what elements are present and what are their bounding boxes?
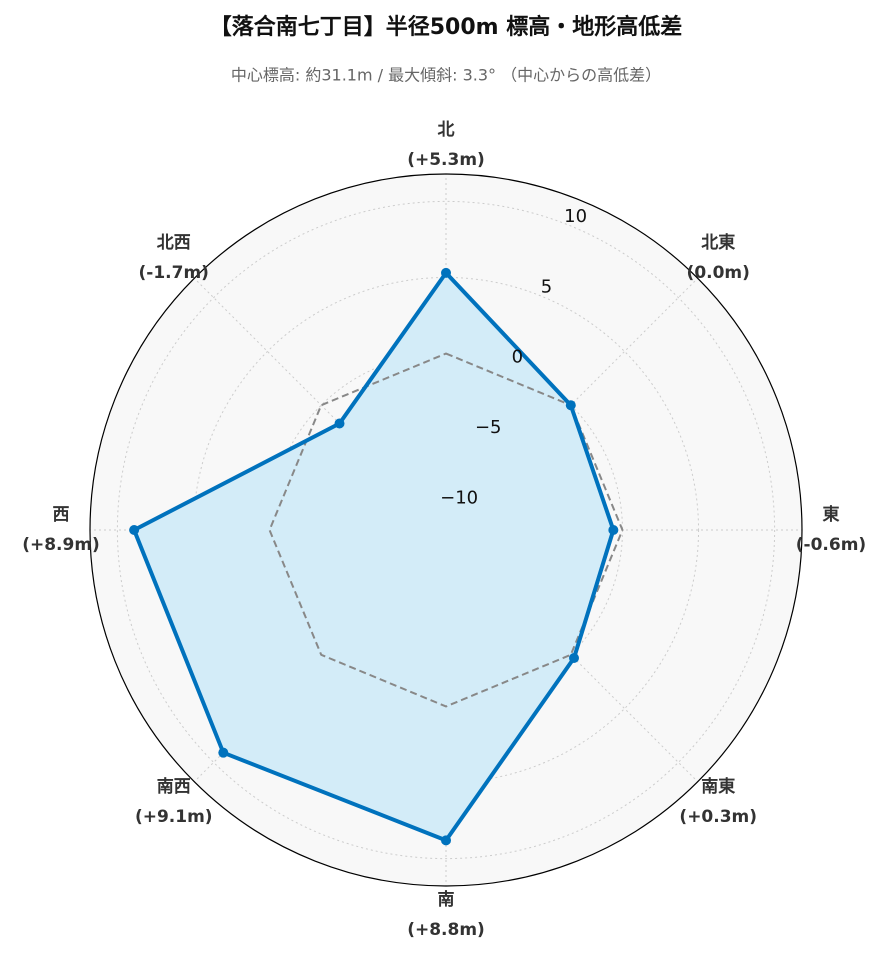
grid-spoke xyxy=(445,277,699,531)
point xyxy=(608,525,619,535)
point xyxy=(569,653,580,664)
reference-line xyxy=(268,352,624,708)
chart-title: 【落合南七丁目】半径500m 標高・地形高低差 xyxy=(210,14,683,40)
plot-border xyxy=(89,173,803,887)
value-label: (+0.3m) xyxy=(679,807,757,827)
value-label: (+9.1m) xyxy=(135,807,213,827)
point xyxy=(441,267,451,278)
chart-subtitle: 中心標高: 約31.1m / 最大傾斜: 3.3° （中心からの高低差） xyxy=(231,66,661,85)
point xyxy=(129,525,140,535)
value-label: (0.0m) xyxy=(687,263,750,283)
r-tick-label: −10 xyxy=(440,487,478,508)
category-label: 西 xyxy=(53,505,70,525)
r-tick-label: 10 xyxy=(564,206,587,227)
value-label: (+8.8m) xyxy=(407,920,485,940)
point xyxy=(334,418,345,429)
point xyxy=(565,400,576,411)
value-label: (+8.9m) xyxy=(22,535,100,555)
r-tick-label: 5 xyxy=(541,276,552,297)
grid-spoke xyxy=(445,529,699,783)
r-tick-label: 0 xyxy=(512,347,523,368)
category-label: 北東 xyxy=(701,232,735,253)
area xyxy=(134,272,614,841)
category-label: 南西 xyxy=(157,776,191,797)
grid-circle xyxy=(116,200,776,860)
r-tick-label: −5 xyxy=(475,417,502,438)
value-label: (-1.7m) xyxy=(139,263,209,283)
grid-spoke xyxy=(193,277,447,531)
category-label: 東 xyxy=(823,504,840,525)
category-label: 北西 xyxy=(157,233,191,253)
point xyxy=(441,835,451,846)
value-label: (-0.6m) xyxy=(796,535,866,555)
category-label: 南東 xyxy=(701,776,735,797)
value-label: (+5.3m) xyxy=(407,150,485,170)
category-label: 南 xyxy=(438,889,455,910)
point xyxy=(218,747,229,758)
category-label: 北 xyxy=(438,120,455,140)
